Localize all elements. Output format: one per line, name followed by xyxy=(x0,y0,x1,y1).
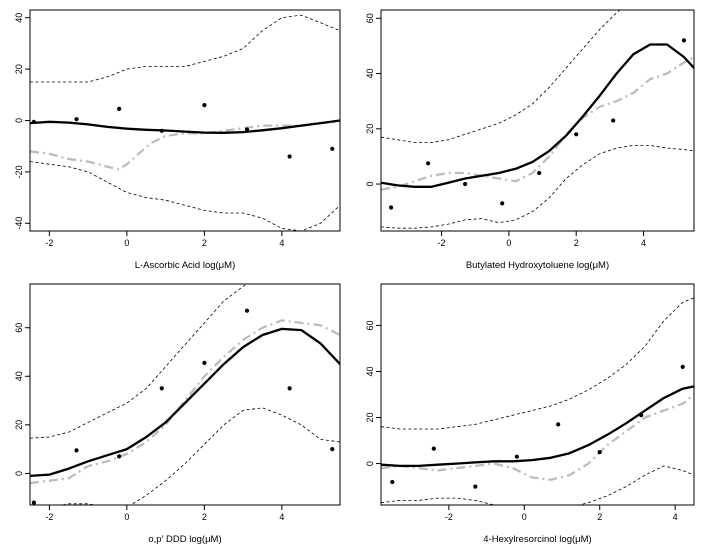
y-tick-label: 60 xyxy=(365,13,375,23)
series-upper-line xyxy=(381,10,621,143)
y-tick-label: 0 xyxy=(365,182,375,187)
data-point xyxy=(639,413,644,418)
data-point xyxy=(426,161,431,166)
y-tick-label: 40 xyxy=(14,371,24,381)
data-point xyxy=(244,127,250,132)
series-reference-line xyxy=(381,55,694,191)
x-tick-label: 2 xyxy=(202,512,207,522)
series-lower-line xyxy=(381,465,694,505)
series-fit-line xyxy=(381,43,694,188)
data-point xyxy=(680,364,685,369)
series-upper-line xyxy=(30,14,340,83)
x-tick-label: 4 xyxy=(641,238,646,248)
data-point xyxy=(159,128,164,133)
series-fit-line xyxy=(30,327,340,478)
x-tick-label: 4 xyxy=(279,238,284,248)
data-point xyxy=(330,146,335,151)
y-tick-label: 40 xyxy=(14,13,24,23)
y-tick-label: -20 xyxy=(14,165,24,178)
series-lower-line xyxy=(30,161,340,231)
y-tick-label: 0 xyxy=(365,461,375,466)
x-tick-label: -2 xyxy=(445,512,453,522)
data-point xyxy=(117,454,122,459)
data-point xyxy=(514,454,519,459)
y-tick-label: 40 xyxy=(365,366,375,376)
y-tick-label: 0 xyxy=(14,471,24,476)
series-lower-line xyxy=(60,407,340,505)
data-point xyxy=(74,448,79,453)
x-axis-label: o,p′ DDD log(μM) xyxy=(148,534,221,545)
data-point xyxy=(556,422,561,427)
y-tick-label: 20 xyxy=(14,420,24,430)
x-tick-label: 4 xyxy=(673,512,678,522)
data-point xyxy=(159,386,164,391)
data-point xyxy=(202,360,207,365)
data-point xyxy=(597,450,602,455)
y-tick-label: 40 xyxy=(365,69,375,79)
data-point xyxy=(244,308,250,313)
plot-frame xyxy=(380,283,695,506)
y-tick-label: 0 xyxy=(14,118,24,123)
data-point xyxy=(574,132,579,137)
data-point xyxy=(500,201,505,206)
y-tick-label: 20 xyxy=(14,64,24,74)
x-tick-label: 4 xyxy=(279,512,284,522)
data-point xyxy=(117,106,122,111)
data-point xyxy=(330,447,335,452)
data-point xyxy=(31,119,36,124)
y-tick-label: 20 xyxy=(365,413,375,423)
series-lower-line xyxy=(381,145,694,229)
data-point xyxy=(287,386,292,391)
series-reference-line xyxy=(30,120,340,171)
plot-frame xyxy=(29,283,341,506)
x-tick-label: 0 xyxy=(506,238,511,248)
data-point xyxy=(431,446,436,451)
x-axis-label: L-Ascorbic Acid log(μM) xyxy=(135,260,236,271)
data-point xyxy=(473,484,478,489)
data-point xyxy=(611,118,616,123)
x-tick-label: -2 xyxy=(45,512,53,522)
data-point xyxy=(390,479,395,485)
data-point xyxy=(31,500,36,505)
series-fit-line xyxy=(30,119,340,134)
data-point xyxy=(287,154,292,159)
x-tick-label: -2 xyxy=(45,238,53,248)
data-point xyxy=(681,38,687,43)
x-tick-label: 0 xyxy=(124,238,129,248)
data-point xyxy=(537,170,542,176)
x-axis-label: 4-Hexylresorcinol log(μM) xyxy=(483,534,591,545)
plot-frame xyxy=(380,9,695,232)
data-point xyxy=(74,117,79,122)
data-point xyxy=(389,205,394,210)
series-upper-line xyxy=(30,284,248,439)
x-tick-label: 2 xyxy=(202,238,207,248)
x-tick-label: 0 xyxy=(124,512,129,522)
data-point xyxy=(202,103,207,108)
x-tick-label: -2 xyxy=(438,238,446,248)
data-point xyxy=(463,181,468,187)
series-fit-line xyxy=(381,385,694,468)
x-tick-label: 2 xyxy=(597,512,602,522)
x-tick-label: 2 xyxy=(574,238,579,248)
y-tick-label: 60 xyxy=(14,323,24,333)
x-axis-label: Butylated Hydroxytoluene log(μM) xyxy=(466,260,609,271)
x-tick-label: 0 xyxy=(522,512,527,522)
series-reference-line xyxy=(381,393,694,481)
y-tick-label: -40 xyxy=(14,217,24,230)
y-tick-label: 20 xyxy=(365,124,375,134)
y-tick-label: 60 xyxy=(365,320,375,330)
